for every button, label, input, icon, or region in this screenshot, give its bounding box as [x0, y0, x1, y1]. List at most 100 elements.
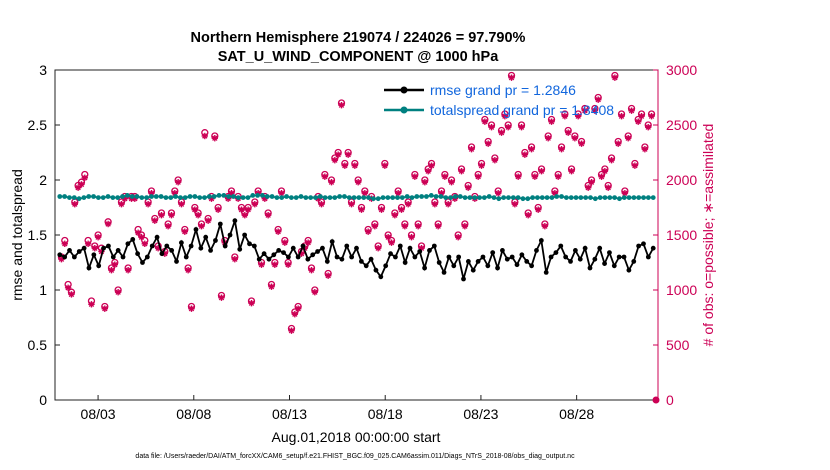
star-stroke: [442, 173, 448, 180]
star-stroke: [115, 289, 121, 295]
star-stroke: [248, 300, 255, 306]
rmse-point: [110, 254, 116, 260]
totalspread-point: [390, 195, 396, 201]
rmse-point: [465, 259, 471, 264]
assimilated-obs-point: [618, 113, 625, 120]
legend-spread-marker: [400, 106, 408, 114]
totalspread-point: [404, 194, 410, 199]
rmse-point: [349, 254, 355, 260]
totalspread-point: [597, 195, 603, 201]
totalspread-point: [636, 195, 642, 201]
totalspread-point: [245, 195, 251, 201]
x-axis: 08/03 08/08 08/13 08/18 08/23 08/28: [81, 395, 594, 422]
totalspread-point: [134, 194, 140, 199]
rmse-point: [62, 254, 68, 260]
totalspread-point: [62, 194, 68, 199]
rmse-point: [509, 254, 515, 260]
rmse-point: [76, 249, 82, 254]
rmse-point: [641, 241, 646, 247]
star-stroke: [398, 206, 405, 213]
plot-area: [54, 69, 660, 404]
rmse-point: [597, 245, 603, 251]
star-stroke: [252, 201, 258, 207]
assimilated-obs-point: [158, 212, 165, 219]
totalspread-point: [520, 196, 526, 202]
star-stroke: [548, 118, 555, 125]
rmse-point: [456, 254, 462, 260]
assimilated-obs-point: [191, 206, 199, 213]
assimilated-obs-point: [124, 267, 132, 274]
assimilated-obs-point: [631, 162, 639, 169]
assimilated-obs-point: [108, 267, 115, 274]
star-stroke: [118, 201, 125, 207]
star-stroke: [312, 289, 318, 295]
totalspread-point: [399, 195, 405, 201]
assimilated-obs-point: [381, 162, 389, 169]
star-stroke: [232, 256, 238, 262]
totalspread-point: [385, 195, 391, 201]
star-stroke: [395, 190, 401, 196]
star-stroke: [358, 206, 365, 213]
assimilated-obs-point: [571, 135, 579, 142]
totalspread-point: [149, 194, 154, 199]
totalspread-point: [231, 194, 236, 199]
rmse-point: [86, 265, 92, 271]
assimilated-obs-point: [428, 162, 435, 169]
chart-title: Northern Hemisphere 219074 / 224026 = 97…: [191, 30, 526, 46]
totalspread-point: [322, 195, 328, 201]
star-stroke: [298, 250, 305, 257]
totalspread-point: [67, 195, 72, 201]
assimilated-obs-point: [188, 305, 195, 312]
assimilated-obs-point: [201, 132, 209, 140]
star-stroke: [385, 234, 391, 240]
totalspread-point: [178, 195, 183, 201]
rmse-point: [611, 263, 617, 269]
assimilated-obs-point: [264, 212, 272, 219]
rmse-point: [320, 245, 325, 251]
rmse-point: [393, 254, 398, 260]
rmse-point: [315, 249, 320, 254]
star-stroke: [195, 212, 201, 218]
assimilated-obs-point: [595, 96, 602, 103]
assimilated-obs-point: [274, 228, 282, 235]
totalspread-point: [457, 194, 463, 199]
star-stroke: [412, 173, 418, 180]
assimilated-obs-point: [144, 201, 152, 208]
assimilated-obs-point: [625, 135, 632, 142]
totalspread-point: [370, 196, 376, 202]
assimilated-obs-point: [565, 129, 572, 136]
star-stroke: [402, 223, 408, 229]
totalspread-point: [206, 194, 212, 199]
star-stroke: [135, 230, 141, 236]
star-stroke: [562, 113, 568, 119]
right-axis-label: # of obs: o=possible; ∗=assimilated: [700, 124, 716, 347]
assimilated-obs-point: [404, 201, 412, 208]
star-stroke: [138, 234, 145, 240]
star-stroke: [205, 217, 211, 224]
totalspread-point: [477, 195, 482, 201]
assimilated-obs-point: [308, 267, 315, 274]
rmse-point: [115, 248, 121, 253]
rmse-point: [67, 248, 72, 253]
totalspread-point: [293, 195, 299, 201]
assimilated-obs-point: [84, 240, 92, 247]
rmse-point: [538, 238, 544, 243]
assimilated-obs-point: [324, 272, 332, 279]
assimilated-obs-point: [388, 239, 395, 246]
star-stroke: [88, 301, 95, 308]
rmse-point: [577, 256, 583, 262]
rmse-point: [373, 267, 379, 273]
totalspread-point: [530, 195, 535, 201]
rmse-point: [358, 259, 364, 264]
rmse-point: [217, 221, 223, 227]
rmse-point: [213, 238, 218, 243]
rmse-point: [407, 245, 413, 251]
assimilated-obs-point: [528, 146, 535, 153]
assimilated-obs-point: [81, 174, 88, 181]
rmse-point: [470, 267, 476, 273]
assimilated-obs-point: [114, 289, 122, 296]
assimilated-obs-point: [484, 140, 492, 147]
star-stroke: [172, 190, 178, 196]
star-stroke: [62, 241, 68, 247]
star-stroke: [72, 201, 78, 207]
